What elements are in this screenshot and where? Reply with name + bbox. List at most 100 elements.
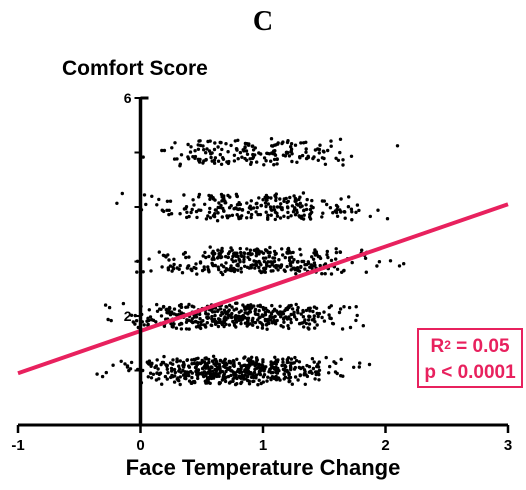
data-point <box>155 358 159 362</box>
data-point <box>162 354 166 359</box>
data-point <box>162 148 167 153</box>
data-point <box>240 208 245 212</box>
data-point <box>334 247 338 251</box>
data-point <box>281 325 285 329</box>
data-point <box>308 212 313 216</box>
data-point <box>220 255 224 259</box>
data-point <box>334 203 339 208</box>
data-point <box>269 159 273 163</box>
data-point <box>316 158 320 162</box>
data-point <box>341 163 345 167</box>
data-point <box>313 326 317 330</box>
data-point <box>146 323 150 327</box>
data-point <box>234 259 238 263</box>
data-point <box>273 377 278 381</box>
data-point <box>313 148 318 152</box>
data-point <box>211 252 216 257</box>
data-point <box>327 305 331 310</box>
data-point <box>226 252 231 256</box>
data-point <box>303 382 307 386</box>
data-point <box>286 199 290 204</box>
data-point <box>207 254 211 259</box>
data-point <box>227 308 231 312</box>
data-point <box>205 321 209 325</box>
data-point <box>282 372 286 376</box>
data-point <box>149 376 154 380</box>
data-point <box>326 148 330 153</box>
scatter-plot: -1 0 1 2 3 26 <box>11 90 512 450</box>
data-point <box>134 319 139 323</box>
data-point <box>300 153 305 158</box>
data-point <box>252 304 256 308</box>
data-point <box>251 144 255 148</box>
data-point <box>247 266 252 270</box>
data-point <box>346 205 351 209</box>
data-point <box>149 269 153 273</box>
data-point <box>287 258 292 263</box>
data-point <box>285 358 289 362</box>
data-point <box>239 321 243 326</box>
data-point <box>236 207 240 212</box>
data-point <box>375 264 379 268</box>
data-point <box>284 365 288 369</box>
data-point <box>160 382 164 386</box>
data-point <box>198 312 202 317</box>
data-point <box>195 215 199 220</box>
data-point <box>247 257 252 262</box>
data-point <box>167 212 171 217</box>
data-point <box>103 303 108 307</box>
data-point <box>271 260 275 265</box>
data-point <box>313 370 318 374</box>
data-point <box>300 259 304 264</box>
data-point <box>163 374 168 379</box>
data-point <box>230 257 234 262</box>
data-point <box>230 248 234 252</box>
data-point <box>322 319 327 323</box>
data-point <box>212 374 216 379</box>
data-point <box>210 314 214 319</box>
data-point <box>249 199 253 203</box>
data-point <box>192 265 196 270</box>
data-point <box>178 263 182 268</box>
data-point <box>192 361 196 366</box>
data-point <box>276 142 280 146</box>
data-point <box>187 214 191 219</box>
data-point <box>204 217 209 221</box>
data-point <box>239 315 243 319</box>
data-point <box>263 319 268 323</box>
data-point <box>144 202 148 207</box>
data-point <box>216 324 221 329</box>
data-point <box>290 159 294 164</box>
data-point <box>355 203 360 207</box>
data-point <box>256 212 260 217</box>
data-point <box>204 157 208 162</box>
data-point <box>302 213 306 217</box>
data-point <box>290 255 294 259</box>
data-point <box>204 312 208 316</box>
data-point <box>249 215 253 220</box>
data-point <box>278 216 283 220</box>
data-point <box>278 304 282 308</box>
data-point <box>181 365 186 369</box>
p-value-text: p < 0.0001 <box>424 362 516 383</box>
data-point <box>210 159 214 163</box>
data-point <box>274 251 278 256</box>
data-point <box>168 199 173 203</box>
data-point <box>173 370 177 375</box>
data-point <box>226 255 230 260</box>
data-point <box>211 359 215 364</box>
data-point <box>235 213 239 217</box>
panel-letter: C <box>252 6 274 37</box>
data-point <box>323 272 327 276</box>
data-point <box>165 364 169 369</box>
data-point <box>204 325 208 329</box>
data-point <box>272 163 276 167</box>
data-point <box>274 196 278 200</box>
data-point <box>186 155 190 159</box>
data-point <box>216 308 220 312</box>
data-point <box>191 155 195 159</box>
data-point <box>322 310 326 314</box>
data-point <box>216 159 221 163</box>
data-point <box>186 305 190 309</box>
data-point <box>228 365 232 370</box>
